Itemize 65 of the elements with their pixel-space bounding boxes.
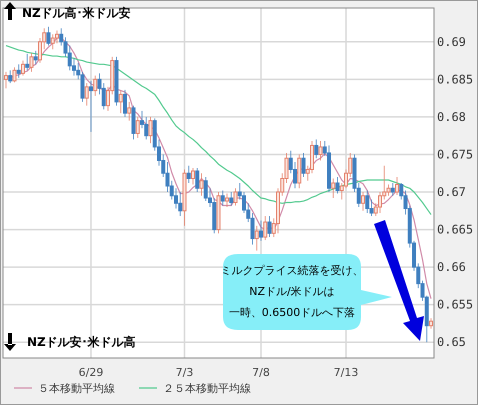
candlestick [118,90,123,114]
candlestick [429,318,434,330]
candlestick [54,30,59,44]
candlestick [390,182,395,196]
annotation: ミルクプライス続落を受け、 [220,264,364,277]
y-tick-label: 0.67 [437,185,466,200]
candlestick [378,192,382,214]
candlestick [186,165,191,184]
candlestick [234,188,238,206]
candlestick [220,190,225,206]
annotation: NZドル/米ドルは [249,285,335,298]
y-tick-label: 0.675 [437,147,474,162]
candlestick [34,50,38,65]
annotation: NZドル高･米ドル安 [22,6,131,20]
candlestick [314,138,318,159]
candlestick [336,176,340,194]
candlestick [29,52,34,72]
candlestick [136,116,140,138]
candlestick [20,60,25,76]
y-tick-label: 0.655 [437,298,474,312]
y-tick-label: 0.65 [437,335,466,350]
candlestick [46,26,50,46]
candlestick [16,64,21,78]
candlestick [331,178,336,199]
candlestick [88,80,93,132]
candlestick [302,152,306,178]
x-tick-label: 7/3 [176,366,194,379]
candlestick [365,190,370,214]
candlestick [25,53,30,71]
candlestick [80,71,84,102]
candlestick [4,71,8,89]
candlestick [263,216,268,241]
candlestick [254,225,259,252]
y-tick-label: 0.68 [437,110,466,124]
candlestick [229,192,234,206]
candlestick [8,70,12,84]
candlestick [195,167,200,193]
legend-label: ５本移動平均線 [38,382,115,395]
candlestick [225,193,229,208]
legend-label: ２５本移動平均線 [163,382,251,395]
candlestick [361,192,366,212]
y-tick-label: 0.66 [437,260,466,274]
candlestick [190,167,195,185]
candlestick [12,66,16,83]
x-tick-label: 7/13 [334,366,358,379]
y-tick-label: 0.685 [437,72,474,86]
candlestick [204,176,208,202]
candlestick [268,216,272,238]
candlestick [178,192,182,217]
annotation: NZドル安･米ドル高 [27,335,136,349]
y-tick-label: 0.665 [437,222,474,237]
candlestick [259,220,264,242]
candlestick [127,101,132,122]
x-tick-label: 7/8 [252,366,270,379]
x-tick-label: 6/29 [78,366,104,379]
annotation: 一時、0.6500ドルへ下落 [228,306,356,319]
candlestick [122,89,127,118]
candlestick [148,116,152,144]
candlestick [318,140,323,161]
candlestick [84,82,89,106]
candlestick [93,75,98,96]
candlestick [200,172,204,196]
candlestick [395,176,400,196]
candlestick [50,34,55,50]
y-tick-label: 0.69 [437,34,466,49]
